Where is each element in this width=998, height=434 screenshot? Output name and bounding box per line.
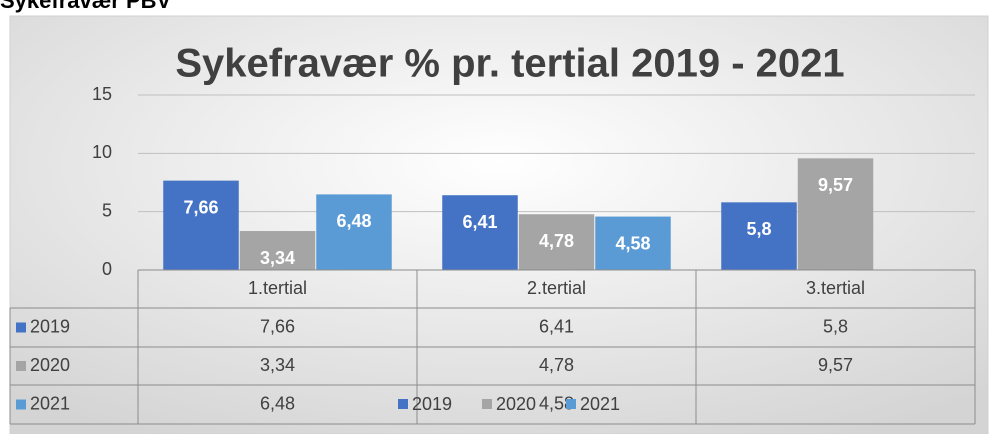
legend-label: 2021 xyxy=(580,394,620,414)
y-tick-label: 5 xyxy=(102,200,112,220)
data-label: 5,8 xyxy=(746,219,771,239)
bar xyxy=(518,214,595,270)
table-cell: 3,34 xyxy=(260,355,295,375)
bar xyxy=(239,231,316,270)
table-cell: 4,58 xyxy=(539,393,574,413)
legend-label: 2020 xyxy=(496,394,536,414)
table-cell: 6,48 xyxy=(260,393,295,413)
data-label: 6,48 xyxy=(336,211,371,231)
bar xyxy=(721,202,797,270)
legend-key xyxy=(566,399,576,409)
table-cell: 4,78 xyxy=(539,355,574,375)
data-label: 7,66 xyxy=(183,197,218,217)
y-tick-label: 10 xyxy=(92,142,112,162)
legend-key xyxy=(482,399,492,409)
data-label: 4,58 xyxy=(615,233,650,253)
y-tick-label: 15 xyxy=(92,84,112,104)
bar xyxy=(316,194,392,270)
legend-label: 2019 xyxy=(412,394,452,414)
table-legend-key xyxy=(16,399,26,410)
x-tick-label: 2.tertial xyxy=(527,278,586,298)
table-cell: 6,41 xyxy=(539,316,574,336)
table-series-name: 2020 xyxy=(30,355,70,375)
table-legend-key xyxy=(16,361,26,371)
data-label: 9,57 xyxy=(818,175,853,195)
chart-title: Sykefravær % pr. tertial 2019 - 2021 xyxy=(175,42,844,86)
bar xyxy=(797,158,874,270)
bar xyxy=(442,195,518,270)
legend-key xyxy=(398,399,408,409)
x-tick-label: 3.tertial xyxy=(806,278,865,298)
table-cell: 7,66 xyxy=(260,316,295,336)
table-cell: 9,57 xyxy=(818,355,853,375)
bar xyxy=(163,180,239,270)
page-heading: Sykefravær PBV xyxy=(0,0,172,13)
table-cell: 5,8 xyxy=(823,316,848,336)
table-series-name: 2019 xyxy=(30,316,70,336)
x-tick-label: 1.tertial xyxy=(248,278,307,298)
data-label: 3,34 xyxy=(260,248,295,268)
table-series-name: 2021 xyxy=(30,393,70,413)
y-tick-label: 0 xyxy=(102,259,112,279)
bar xyxy=(595,216,671,270)
data-label: 6,41 xyxy=(462,212,497,232)
table-legend-key xyxy=(16,322,26,333)
data-label: 4,78 xyxy=(539,231,574,251)
